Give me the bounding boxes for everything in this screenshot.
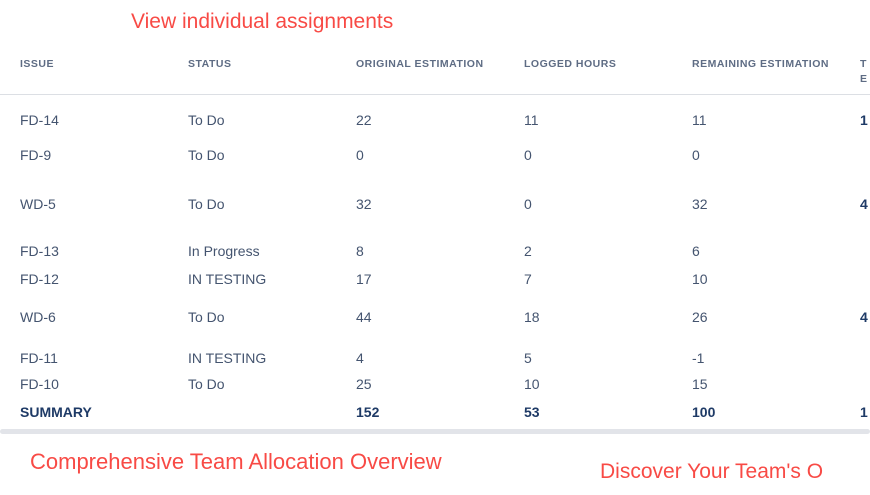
table-row: WD-5 To Do 32 0 32 4 bbox=[20, 193, 870, 215]
logged-cell: 2 bbox=[524, 243, 532, 259]
remaining-cell: 32 bbox=[692, 196, 708, 212]
total-cell: 1 bbox=[860, 112, 868, 128]
column-header-original-estimation: ORIGINAL ESTIMATION bbox=[356, 58, 484, 70]
logged-cell: 7 bbox=[524, 271, 532, 287]
column-header-logged-hours: LOGGED HOURS bbox=[524, 58, 617, 70]
remaining-cell: 26 bbox=[692, 309, 708, 325]
remaining-cell: 10 bbox=[692, 271, 708, 287]
status-cell: To Do bbox=[188, 147, 225, 163]
status-cell: To Do bbox=[188, 112, 225, 128]
remaining-cell: 0 bbox=[692, 147, 700, 163]
original-cell: 44 bbox=[356, 309, 372, 325]
table-row: FD-9 To Do 0 0 0 bbox=[20, 144, 870, 166]
annotation-comprehensive-team-allocation: Comprehensive Team Allocation Overview bbox=[30, 449, 442, 474]
original-cell: 25 bbox=[356, 376, 372, 392]
annotation-view-individual-assignments: View individual assignments bbox=[131, 10, 394, 33]
column-header-status: STATUS bbox=[188, 58, 232, 70]
remaining-cell: -1 bbox=[692, 350, 705, 366]
status-cell: To Do bbox=[188, 309, 225, 325]
remaining-cell: 11 bbox=[692, 112, 707, 128]
table-row: FD-10 To Do 25 10 15 bbox=[20, 373, 870, 395]
remaining-cell: 6 bbox=[692, 243, 700, 259]
status-cell: To Do bbox=[188, 196, 225, 212]
annotation-discover-your-teams: Discover Your Team's O bbox=[600, 460, 824, 483]
issue-cell: FD-14 bbox=[20, 112, 59, 128]
status-cell: IN TESTING bbox=[188, 350, 267, 366]
status-cell: In Progress bbox=[188, 243, 260, 259]
issue-cell: FD-11 bbox=[20, 350, 58, 366]
logged-cell: 11 bbox=[524, 112, 539, 128]
original-cell: 22 bbox=[356, 112, 372, 128]
column-header-clipped-line2: E bbox=[860, 73, 868, 85]
issue-cell: FD-9 bbox=[20, 147, 52, 163]
summary-total-cell: 1 bbox=[860, 404, 868, 420]
table-row: FD-13 In Progress 8 2 6 bbox=[20, 240, 870, 262]
column-header-clipped-line1: T bbox=[860, 58, 867, 70]
total-cell: 4 bbox=[860, 196, 868, 212]
table-row: FD-14 To Do 22 11 11 1 bbox=[20, 109, 870, 131]
logged-cell: 0 bbox=[524, 147, 532, 163]
summary-row: SUMMARY 152 53 100 1 bbox=[20, 401, 870, 423]
summary-label: SUMMARY bbox=[20, 404, 92, 420]
original-cell: 4 bbox=[356, 350, 364, 366]
table-row: FD-11 IN TESTING 4 5 -1 bbox=[20, 347, 870, 369]
logged-cell: 5 bbox=[524, 350, 532, 366]
original-cell: 8 bbox=[356, 243, 364, 259]
assignments-table-header: ISSUE STATUS ORIGINAL ESTIMATION LOGGED … bbox=[20, 57, 870, 87]
summary-original-cell: 152 bbox=[356, 404, 380, 420]
summary-logged-cell: 53 bbox=[524, 404, 540, 420]
total-cell: 4 bbox=[860, 309, 868, 325]
issue-cell: WD-6 bbox=[20, 309, 56, 325]
issue-cell: FD-13 bbox=[20, 243, 59, 259]
column-header-remaining-estimation: REMAINING ESTIMATION bbox=[692, 58, 829, 70]
assignments-table-body: FD-14 To Do 22 11 11 1 FD-9 To Do 0 0 0 … bbox=[20, 95, 870, 423]
original-cell: 32 bbox=[356, 196, 372, 212]
issue-cell: FD-12 bbox=[20, 271, 59, 287]
column-header-total-estimation-clipped: T E bbox=[860, 57, 870, 87]
original-cell: 0 bbox=[356, 147, 364, 163]
original-cell: 17 bbox=[356, 271, 372, 287]
column-header-issue: ISSUE bbox=[20, 58, 55, 70]
table-header-divider bbox=[0, 94, 870, 95]
remaining-cell: 15 bbox=[692, 376, 708, 392]
status-cell: IN TESTING bbox=[188, 271, 267, 287]
table-row: FD-12 IN TESTING 17 7 10 bbox=[20, 268, 870, 290]
logged-cell: 10 bbox=[524, 376, 540, 392]
issue-cell: WD-5 bbox=[20, 196, 56, 212]
logged-cell: 18 bbox=[524, 309, 540, 325]
horizontal-scrollbar[interactable] bbox=[0, 429, 870, 434]
logged-cell: 0 bbox=[524, 196, 532, 212]
status-cell: To Do bbox=[188, 376, 225, 392]
issue-cell: FD-10 bbox=[20, 376, 59, 392]
summary-remaining-cell: 100 bbox=[692, 404, 716, 420]
table-row: WD-6 To Do 44 18 26 4 bbox=[20, 306, 870, 328]
